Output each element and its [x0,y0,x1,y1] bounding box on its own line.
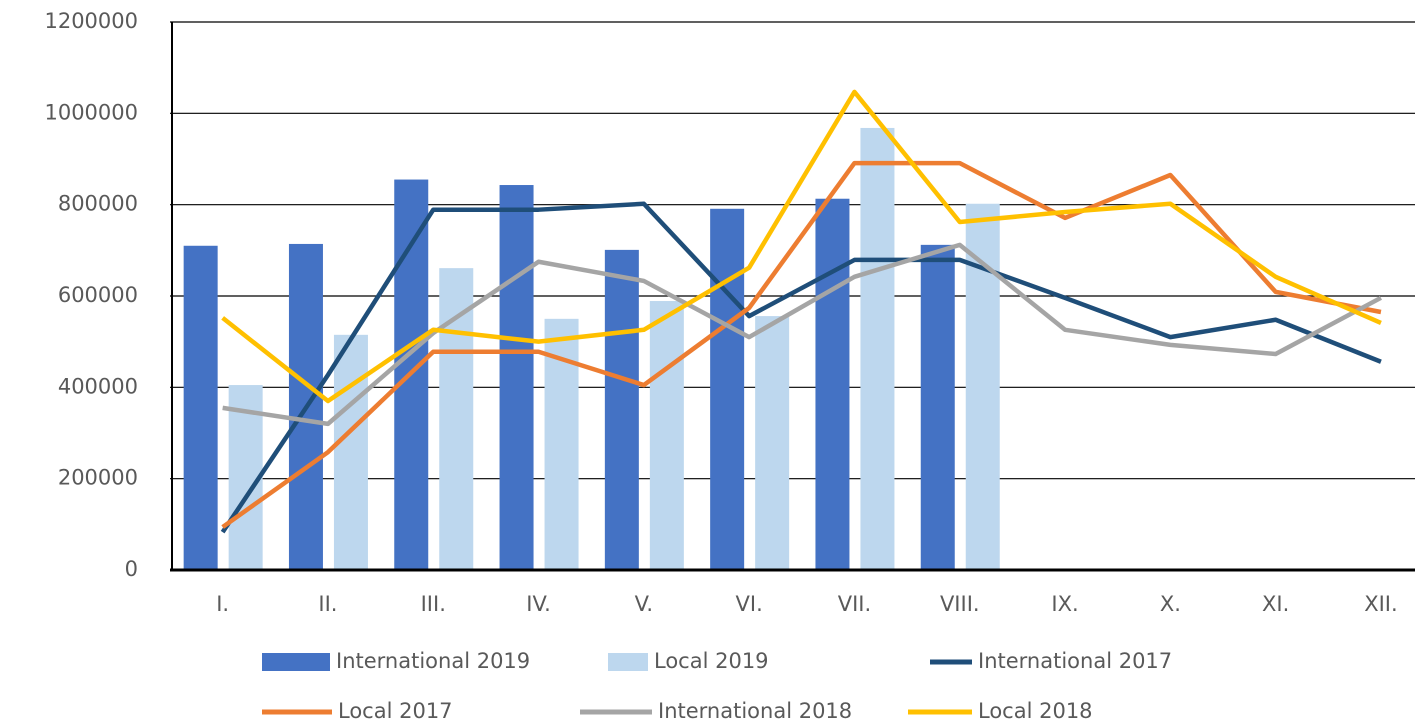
legend-label: Local 2017 [338,699,453,723]
bar [604,249,639,571]
legend-swatch [262,653,330,671]
x-tick-label: VII. [838,592,871,616]
bar [920,244,955,570]
x-tick-label: II. [318,592,337,616]
x-tick-label: VI. [736,592,763,616]
x-tick-label: III. [421,592,446,616]
legend-label: International 2017 [978,649,1172,673]
x-tick-label: XI. [1262,592,1289,616]
bar [755,316,790,570]
line-series [221,89,1382,404]
legend-label: Local 2018 [978,699,1093,723]
bar [860,127,895,571]
x-tick-label: IV. [526,592,551,616]
x-tick-label: VIII. [940,592,980,616]
x-tick-label: IX. [1051,592,1078,616]
y-tick-label: 200000 [58,466,138,490]
legend-swatch [608,653,648,671]
y-tick-label: 0 [125,557,138,581]
bar [965,203,1000,570]
legend-label: International 2018 [658,699,852,723]
line-series [221,160,1382,529]
bar [333,334,368,570]
line-series [220,201,1382,534]
y-tick-label: 600000 [58,283,138,307]
x-tick-label: V. [635,592,653,616]
bar [439,268,474,570]
line-series [222,242,1383,427]
bar [710,208,745,570]
legend-label: International 2019 [336,649,530,673]
x-tick-label: X. [1160,592,1181,616]
bar [183,245,218,570]
bar [649,301,684,570]
bar [815,198,850,571]
x-tick-label: XII. [1364,592,1397,616]
y-tick-label: 1000000 [44,100,138,124]
y-tick-label: 1200000 [44,9,138,33]
bar [499,185,534,570]
x-tick-label: I. [216,592,229,616]
y-tick-label: 400000 [58,374,138,398]
legend-label: Local 2019 [654,649,769,673]
y-tick-label: 800000 [58,192,138,216]
